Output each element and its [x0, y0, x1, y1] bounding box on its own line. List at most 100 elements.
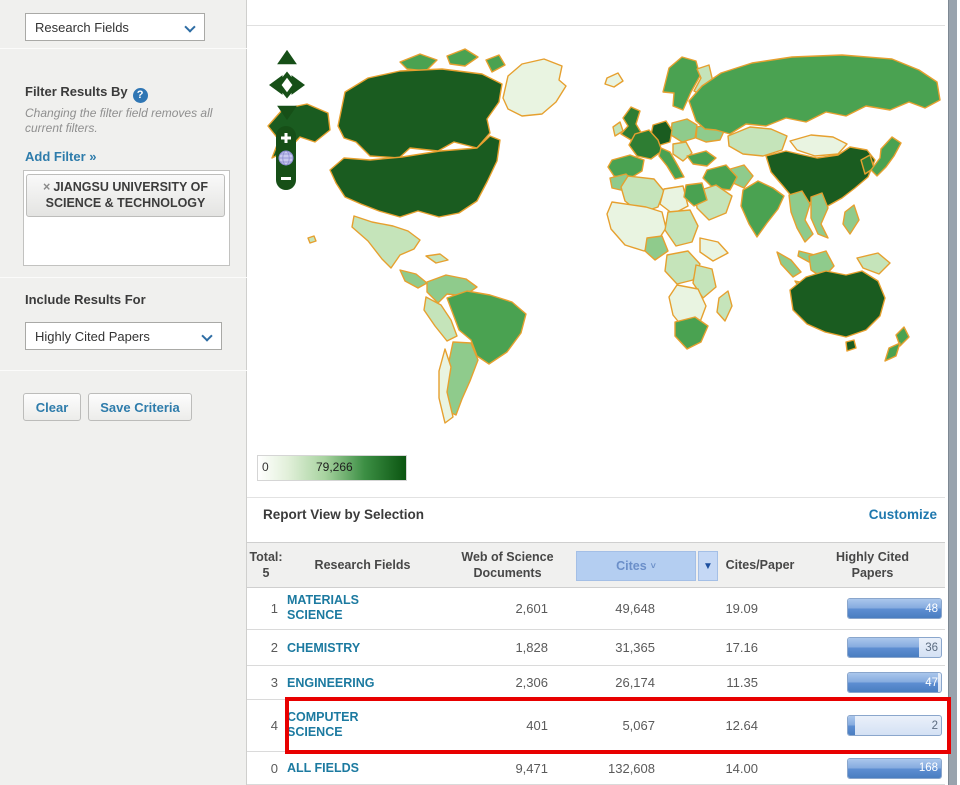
row-cites: 49,648 — [615, 601, 655, 616]
hcp-value: 47 — [925, 676, 938, 689]
map-region-scandinavia[interactable] — [662, 56, 701, 111]
hcp-bar: 36 — [847, 637, 942, 658]
field-link[interactable]: COMPUTER SCIENCE — [287, 710, 359, 739]
filter-chip-institution[interactable]: × JIANGSU UNIVERSITY OF SCIENCE & TECHNOL… — [26, 174, 225, 217]
map-region-new-zealand[interactable] — [884, 342, 901, 362]
field-link[interactable]: ENGINEERING — [287, 675, 375, 690]
map-region-egypt[interactable] — [683, 182, 708, 207]
map-region-ireland[interactable] — [612, 121, 624, 137]
field-link[interactable]: ALL FIELDS — [287, 761, 359, 775]
map-region-hawaii[interactable] — [307, 235, 317, 244]
hcp-bar: 48 — [847, 598, 942, 619]
map-region-iran[interactable] — [702, 164, 738, 191]
field-link[interactable]: CHEMISTRY — [287, 640, 361, 655]
map-zoom-control[interactable] — [276, 126, 296, 190]
map-region-south-africa[interactable] — [674, 316, 709, 350]
map-region-spain[interactable] — [607, 154, 645, 180]
row-rank: 0 — [270, 760, 278, 776]
map-region-chile[interactable] — [438, 348, 454, 424]
map-region-arctic-islands[interactable] — [446, 48, 479, 67]
map-region-canada[interactable] — [337, 68, 503, 159]
chevron-down-icon — [201, 330, 213, 342]
row-cites-per-paper: 17.16 — [725, 640, 758, 655]
row-cites-per-paper: 12.64 — [725, 718, 758, 733]
map-region-brazil[interactable] — [446, 290, 527, 365]
save-criteria-button[interactable]: Save Criteria — [88, 393, 192, 421]
row-cites-per-paper: 19.09 — [725, 601, 758, 616]
map-region-eastern-europe[interactable] — [670, 118, 698, 143]
table-row: 1 MATERIALS SCIENCE 2,601 49,648 19.09 4… — [247, 588, 945, 630]
map-region-new-zealand[interactable] — [895, 326, 910, 347]
map-pan-control[interactable] — [269, 48, 305, 122]
map-region-turkey[interactable] — [686, 150, 717, 167]
map-region-horn-of-africa[interactable] — [699, 237, 729, 262]
table-header-row: Total: 5 Research Fields Web of Science … — [247, 542, 945, 588]
hcp-bar: 168 — [847, 757, 942, 779]
cites-dropdown-button[interactable]: ▼ — [698, 551, 718, 581]
row-cites: 5,067 — [622, 718, 655, 733]
table-row: 3 ENGINEERING 2,306 26,174 11.35 47 — [247, 666, 945, 700]
cites-sort-button[interactable]: Cites ˅ — [576, 551, 696, 581]
map-region-sudan[interactable] — [664, 209, 699, 247]
map-region-cuba[interactable] — [425, 253, 449, 264]
map-region-france[interactable] — [628, 129, 663, 160]
map-region-india[interactable] — [740, 180, 785, 238]
map-region-arctic-islands[interactable] — [485, 54, 506, 73]
row-docs: 401 — [526, 718, 548, 733]
map-region-russia[interactable] — [688, 54, 941, 135]
zoom-out-icon — [281, 177, 291, 180]
map-region-sumatra[interactable] — [776, 251, 802, 278]
map-region-mongolia[interactable] — [789, 134, 848, 157]
row-docs: 2,601 — [515, 601, 548, 616]
scrollbar-thumb[interactable] — [948, 0, 957, 785]
pan-left-icon — [269, 75, 283, 95]
customize-link[interactable]: Customize — [868, 507, 937, 522]
filter-sidebar: Research Fields Filter Results By? Chang… — [0, 0, 247, 785]
map-region-myanmar-thailand[interactable] — [788, 190, 814, 243]
map-region-mexico[interactable] — [351, 215, 421, 269]
pan-right-icon — [291, 75, 305, 95]
add-filter-link[interactable]: Add Filter » — [25, 149, 97, 164]
research-fields-select[interactable]: Research Fields — [25, 13, 205, 41]
map-region-japan[interactable] — [870, 136, 902, 177]
divider — [247, 25, 945, 26]
map-region-madagascar[interactable] — [716, 290, 733, 322]
row-cites: 31,365 — [615, 640, 655, 655]
map-region-kazakhstan[interactable] — [727, 126, 788, 157]
map-region-nigeria[interactable] — [644, 235, 669, 261]
map-region-vietnam[interactable] — [810, 192, 829, 239]
map-region-usa[interactable] — [329, 135, 501, 218]
scrollbar-track — [945, 0, 960, 785]
col-header-cites-per-paper: Cites/Paper — [725, 558, 795, 573]
zoom-in-icon — [281, 133, 291, 143]
map-region-iceland[interactable] — [604, 72, 624, 88]
clear-button[interactable]: Clear — [23, 393, 81, 421]
row-docs: 9,471 — [515, 760, 548, 776]
map-region-australia[interactable] — [789, 270, 886, 338]
map-region-greenland[interactable] — [502, 58, 567, 117]
filter-note: Changing the filter field removes all cu… — [25, 106, 213, 135]
world-map[interactable] — [250, 30, 945, 445]
map-region-libya[interactable] — [659, 185, 689, 215]
research-fields-select-value: Research Fields — [35, 19, 129, 35]
row-rank: 3 — [270, 675, 278, 690]
map-region-central-america[interactable] — [399, 269, 428, 289]
remove-filter-icon[interactable]: × — [43, 180, 51, 194]
row-rank: 2 — [270, 640, 278, 655]
hcp-value: 168 — [918, 762, 938, 774]
map-region-peru[interactable] — [423, 296, 458, 342]
row-cites: 26,174 — [615, 675, 655, 690]
help-icon[interactable]: ? — [132, 88, 148, 103]
map-region-arctic-islands[interactable] — [399, 53, 438, 72]
map-region-tasmania[interactable] — [845, 339, 857, 352]
divider — [0, 277, 247, 278]
divider — [0, 48, 247, 49]
map-region-italy[interactable] — [658, 147, 685, 180]
col-header-research-fields: Research Fields — [314, 558, 411, 573]
legend-max-value: 79,266 — [316, 460, 353, 474]
include-results-select[interactable]: Highly Cited Papers — [25, 322, 222, 350]
map-region-philippines[interactable] — [842, 204, 860, 235]
map-region-new-guinea[interactable] — [856, 252, 891, 275]
field-link[interactable]: MATERIALS SCIENCE — [287, 593, 359, 622]
